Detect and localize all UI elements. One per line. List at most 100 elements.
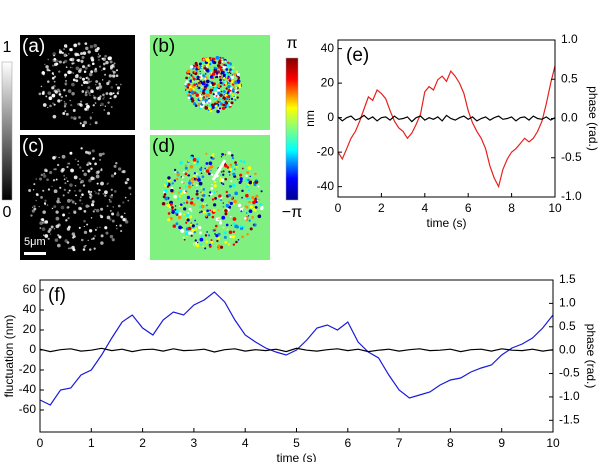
speckle	[89, 248, 92, 251]
speckle	[234, 98, 237, 102]
speckle	[104, 226, 108, 230]
speckle	[88, 178, 92, 183]
speckle	[219, 245, 224, 249]
speckle	[99, 214, 102, 217]
speckle	[215, 234, 219, 238]
speckle	[230, 216, 232, 218]
speckle	[215, 95, 218, 97]
speckle	[32, 189, 35, 191]
speckle	[99, 158, 102, 161]
speckle	[199, 93, 202, 96]
speckle	[106, 81, 110, 86]
speckle	[104, 54, 107, 58]
speckle	[215, 217, 220, 222]
speckle	[224, 60, 227, 63]
speckle	[219, 174, 222, 177]
speckle	[43, 172, 45, 175]
speckle	[113, 70, 116, 74]
speckle	[193, 83, 196, 87]
speckle	[102, 79, 104, 81]
speckle	[162, 195, 166, 199]
speckle	[211, 105, 215, 109]
speckle	[210, 169, 212, 172]
speckle	[186, 218, 190, 222]
speckle	[215, 55, 220, 60]
speckle	[213, 184, 217, 188]
speckle	[74, 74, 79, 79]
speckle	[196, 70, 198, 72]
speckle	[88, 72, 93, 77]
speckle	[193, 174, 197, 178]
speckle	[206, 104, 209, 107]
speckle	[90, 176, 95, 181]
speckle	[224, 209, 227, 212]
speckle	[82, 170, 84, 172]
speckle	[204, 234, 208, 237]
speckle	[204, 106, 209, 110]
speckle	[174, 171, 177, 174]
speckle	[51, 76, 55, 80]
speckle	[67, 198, 71, 203]
y-tick-label: -40	[19, 382, 37, 396]
speckle	[233, 72, 236, 76]
speckle	[227, 95, 231, 99]
arrow	[211, 159, 227, 181]
speckle	[65, 219, 68, 222]
speckle	[201, 175, 205, 179]
y-tick-label: 40	[321, 41, 335, 55]
speckle	[208, 161, 213, 166]
speckle	[109, 64, 114, 69]
speckle	[171, 206, 174, 209]
speckle	[82, 184, 86, 187]
speckle	[91, 238, 93, 240]
speckle	[249, 205, 253, 209]
speckle	[92, 104, 95, 107]
speckle	[229, 72, 232, 75]
speckle	[221, 62, 224, 65]
speckle	[74, 202, 77, 205]
speckle	[49, 233, 52, 235]
speckle	[200, 235, 203, 238]
speckle	[249, 227, 253, 231]
y2-tick-label: 0.0	[559, 342, 576, 356]
speckle	[205, 79, 210, 84]
speckle	[53, 168, 56, 171]
speckle	[54, 90, 58, 94]
speckle	[199, 70, 201, 73]
speckle	[85, 102, 89, 106]
speckle	[212, 208, 216, 213]
speckle	[45, 95, 48, 98]
speckle	[224, 153, 227, 156]
speckle	[183, 213, 186, 216]
speckle	[53, 80, 56, 83]
speckle	[78, 226, 81, 229]
speckle	[71, 200, 75, 204]
speckle	[94, 102, 97, 104]
speckle	[233, 95, 235, 98]
speckle	[94, 208, 96, 211]
speckle	[259, 202, 263, 207]
speckle	[95, 208, 100, 213]
speckle	[166, 185, 170, 188]
speckle	[53, 57, 57, 61]
speckle	[247, 178, 250, 181]
speckle	[232, 172, 236, 176]
speckle	[64, 76, 67, 78]
y-tick-label: 0	[29, 342, 36, 356]
speckle	[35, 199, 37, 202]
speckle	[100, 102, 104, 107]
speckle	[208, 61, 210, 64]
x-tick-label: 8	[508, 201, 515, 215]
speckle	[255, 179, 258, 182]
speckle	[52, 102, 54, 105]
x-tick-label: 0	[335, 201, 342, 215]
speckle	[65, 95, 68, 98]
speckle	[196, 97, 199, 100]
speckle	[83, 230, 88, 235]
speckle	[247, 189, 250, 192]
speckle	[217, 209, 220, 211]
speckle	[221, 215, 226, 220]
speckle	[209, 209, 212, 212]
speckle	[191, 177, 195, 181]
speckle	[46, 68, 50, 72]
